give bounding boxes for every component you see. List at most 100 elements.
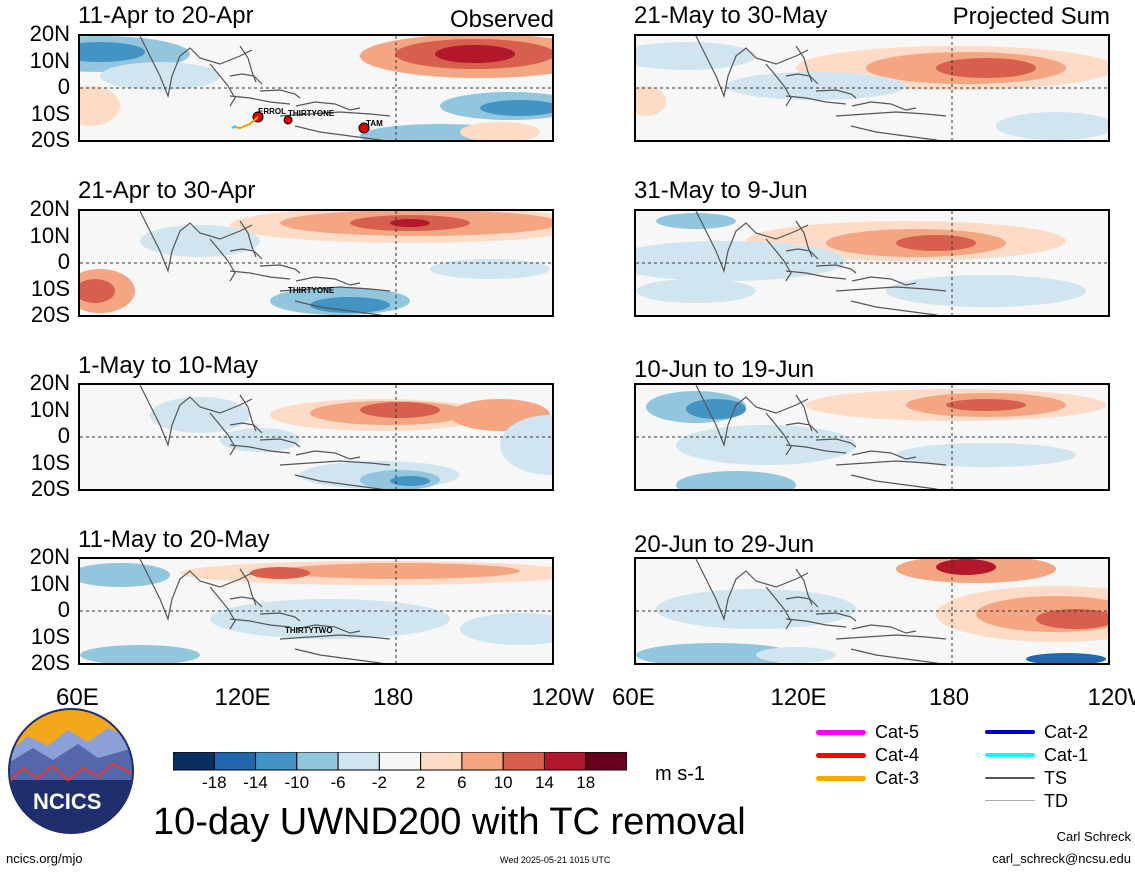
storm-marker-tam	[358, 122, 370, 134]
coastline	[695, 36, 809, 99]
y-tick-label: 20N	[29, 370, 70, 395]
legend-line-cat5	[816, 730, 866, 735]
logo-text: NCICS	[33, 789, 102, 814]
x-tick-label: 120W	[531, 684, 595, 711]
coastline	[851, 101, 917, 111]
footer-url[interactable]: ncics.org/mjo	[6, 851, 83, 866]
coastline	[850, 300, 939, 315]
anomaly-contour	[80, 279, 115, 303]
y-tick-label: 10N	[29, 47, 70, 73]
y-tick-label: 20N	[29, 544, 70, 569]
x-tick-label: 180	[373, 684, 414, 711]
map-panel-3	[78, 383, 554, 491]
coastline	[295, 450, 361, 460]
observed-header: Observed	[449, 6, 554, 33]
coastline	[785, 95, 847, 105]
coastline	[279, 634, 391, 640]
y-tick-label: 20N	[29, 196, 70, 221]
colorbar-label: -6	[330, 773, 346, 792]
anomaly-contour	[80, 42, 145, 62]
storm-label-thirtytwo: THIRTYTWO	[285, 626, 333, 635]
y-tick-label: 0	[57, 597, 70, 622]
coastline	[259, 89, 301, 99]
anomaly-contour	[636, 42, 756, 70]
anomaly-contour	[996, 112, 1108, 140]
coastline	[835, 460, 947, 466]
anomaly-contour	[390, 219, 430, 227]
storm-track-errol	[232, 116, 259, 130]
storm-label-tam: TAM	[366, 119, 383, 128]
colorbar	[173, 752, 627, 771]
coastline	[259, 612, 301, 622]
coastline	[294, 648, 383, 663]
colorbar-label: 10	[493, 773, 513, 792]
map-panel-5	[634, 34, 1110, 142]
anomaly-contour	[636, 643, 796, 663]
coastline	[229, 444, 291, 454]
footer-email[interactable]: carl_schreck@ncsu.edu	[992, 851, 1131, 866]
coastline	[815, 612, 857, 622]
map-panel-4	[78, 557, 554, 665]
anomaly-contour	[1026, 653, 1106, 663]
y-tick-label: 10S	[30, 100, 70, 126]
map-panel-7	[634, 383, 1110, 491]
legend-line-td	[985, 800, 1035, 801]
y-tick-label: 10N	[29, 222, 70, 248]
coastline	[765, 586, 792, 630]
anomaly-contour	[1036, 609, 1108, 629]
anomaly-contour	[435, 45, 515, 63]
coastline	[209, 586, 236, 630]
anomaly-contour	[726, 72, 906, 100]
y-tick-label: 20S	[30, 127, 70, 152]
projected-header: Projected Sum	[952, 3, 1110, 30]
map-panel-1	[78, 34, 554, 142]
colorbar-swatch	[213, 752, 257, 771]
colorbar-swatch	[502, 752, 545, 771]
coastline	[295, 101, 361, 111]
anomaly-contour	[140, 225, 260, 257]
coastline	[229, 95, 291, 105]
legend-label-cat3: Cat-3	[875, 768, 920, 788]
anomaly-contour	[656, 213, 736, 229]
panel-title-5: 21-May to 30-May	[634, 2, 828, 29]
x-tick-label: 60E	[56, 684, 99, 711]
coastline	[815, 438, 857, 448]
anomaly-contour	[636, 86, 666, 116]
legend-line-ts	[985, 777, 1035, 779]
anomaly-contour	[80, 563, 170, 587]
anomaly-contour	[80, 86, 120, 126]
coastline	[765, 63, 792, 107]
colorbar-swatch	[420, 752, 463, 771]
footer-timestamp: Wed 2025-05-21 1015 UTC	[500, 855, 611, 865]
anomaly-contour	[936, 58, 1036, 78]
legend-label-td: TD	[1044, 791, 1068, 811]
anomaly-contour	[896, 235, 976, 251]
coastline	[295, 276, 361, 286]
anomaly-contour	[480, 100, 552, 116]
legend-label-cat2: Cat-2	[1044, 722, 1089, 742]
map-field	[636, 211, 1108, 315]
coastline	[850, 648, 939, 663]
ncics-logo	[8, 708, 134, 834]
coastline	[295, 624, 361, 634]
map-field	[80, 211, 552, 315]
anomaly-contour	[280, 563, 520, 579]
legend-line-cat3	[816, 776, 866, 781]
map-field	[80, 385, 552, 489]
coastline	[139, 559, 253, 622]
coastline	[795, 220, 813, 258]
colorbar-label: 6	[457, 773, 467, 792]
coastline	[785, 596, 819, 608]
coastline	[229, 596, 263, 608]
coastline	[795, 568, 813, 606]
panel-title-1: 11-Apr to 20-Apr	[78, 2, 254, 29]
anomaly-contour	[430, 259, 550, 279]
coastline	[239, 568, 257, 606]
footer-author: Carl Schreck	[1056, 829, 1131, 844]
anomaly-contour	[210, 599, 450, 639]
coastline	[785, 248, 819, 260]
x-tick-label: 120E	[770, 684, 827, 711]
map-field	[636, 36, 1108, 140]
x-tick-label: 180	[929, 684, 970, 711]
storm-label-thirtyone-2: THIRTYONE	[288, 286, 335, 295]
